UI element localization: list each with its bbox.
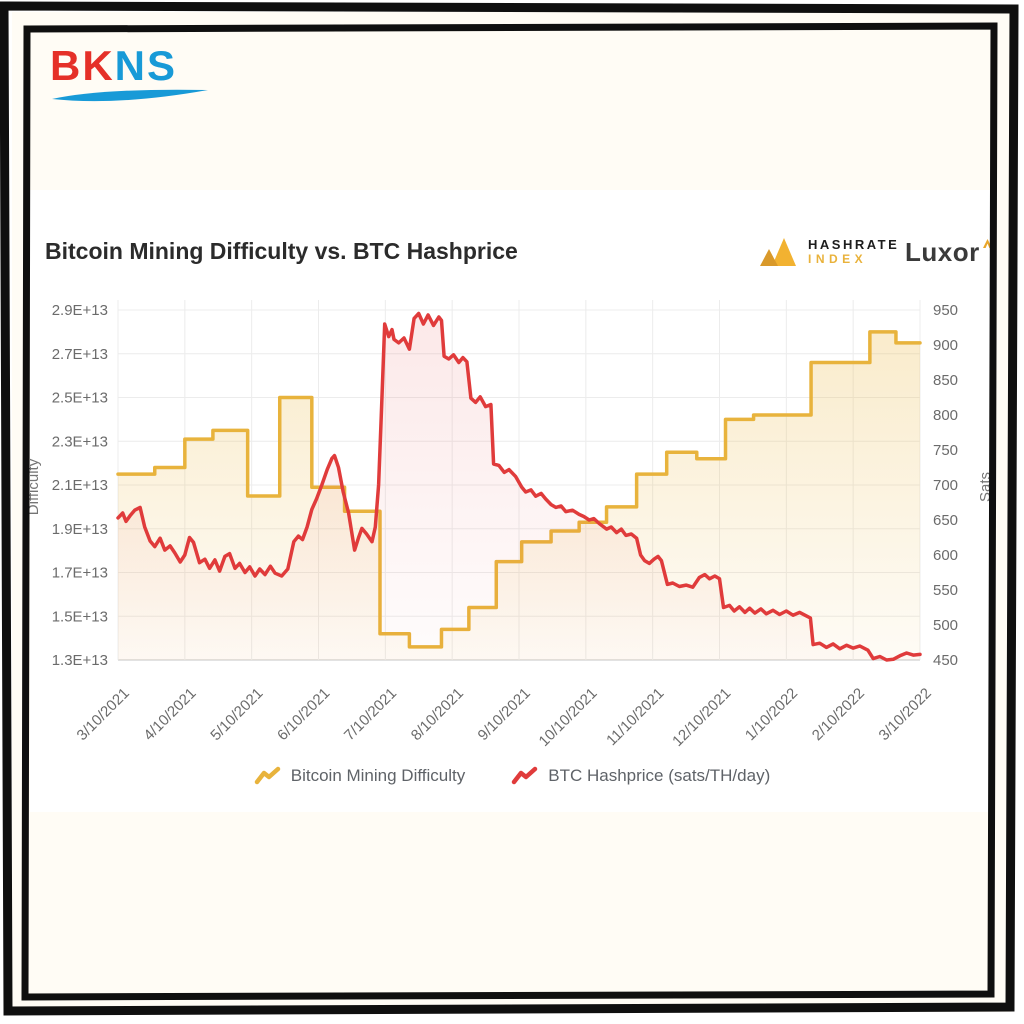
y-left-tick-label: 1.9E+13	[52, 521, 108, 538]
hashprice-legend-line-icon	[511, 766, 538, 785]
y-left-axis-title: Difficulty	[25, 458, 42, 515]
x-tick-label: 12/10/2021	[669, 685, 734, 750]
x-tick-label: 5/10/2021	[207, 685, 266, 744]
x-tick-label: 4/10/2021	[140, 685, 199, 744]
difficulty-legend-line-icon	[254, 766, 280, 785]
y-left-tick-label: 2.1E+13	[52, 477, 108, 494]
x-tick-label: 3/10/2021	[74, 685, 133, 744]
y-left-tick-label: 1.3E+13	[52, 652, 108, 669]
x-tick-label: 11/10/2021	[603, 685, 667, 749]
x-tick-label: 6/10/2021	[274, 685, 333, 744]
y-right-tick-label: 850	[933, 372, 958, 389]
x-tick-label: 1/10/2022	[742, 685, 801, 744]
y-right-tick-label: 500	[933, 617, 958, 634]
y-right-tick-label: 450	[933, 652, 958, 669]
y-left-tick-label: 2.7E+13	[52, 346, 108, 363]
legend-label-hashprice: BTC Hashprice (sats/TH/day)	[548, 766, 771, 785]
x-tick-label: 2/10/2022	[809, 685, 868, 744]
y-right-axis-title: Sats	[977, 472, 994, 502]
x-tick-label: 3/10/2022	[876, 685, 935, 744]
y-right-tick-label: 700	[933, 477, 958, 494]
legend-item-difficulty: Bitcoin Mining Difficulty	[254, 766, 465, 786]
y-left-tick-label: 2.9E+13	[52, 302, 108, 319]
y-right-tick-label: 550	[933, 582, 958, 599]
y-left-tick-label: 2.3E+13	[52, 433, 108, 450]
x-tick-label: 8/10/2021	[408, 685, 467, 744]
y-right-tick-label: 800	[933, 407, 958, 424]
y-right-tick-label: 900	[933, 337, 958, 354]
y-right-tick-label: 600	[933, 547, 958, 564]
x-tick-label: 7/10/2021	[341, 685, 400, 744]
legend-label-difficulty: Bitcoin Mining Difficulty	[290, 766, 466, 785]
x-tick-label: 9/10/2021	[475, 685, 534, 744]
y-left-tick-label: 2.5E+13	[52, 390, 108, 407]
legend-item-hashprice: BTC Hashprice (sats/TH/day)	[511, 766, 770, 786]
x-tick-label: 10/10/2021	[536, 685, 601, 750]
y-right-tick-label: 650	[933, 512, 958, 529]
y-right-tick-label: 750	[933, 442, 958, 459]
y-left-tick-label: 1.5E+13	[52, 608, 108, 625]
y-right-tick-label: 950	[933, 302, 958, 319]
chart-legend: Bitcoin Mining Difficulty BTC Hashprice …	[0, 766, 1024, 786]
y-left-tick-label: 1.7E+13	[52, 565, 108, 582]
